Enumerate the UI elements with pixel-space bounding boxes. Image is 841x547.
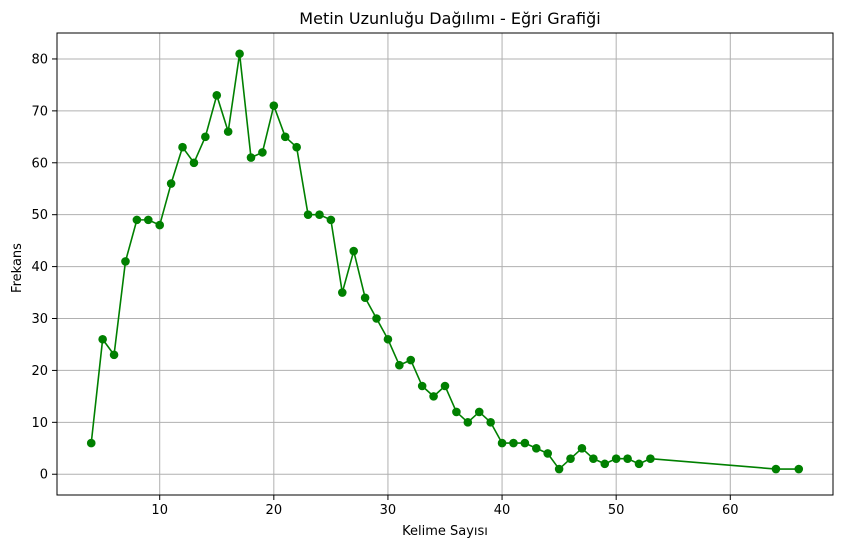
data-point [474, 407, 484, 417]
data-point [360, 293, 370, 303]
data-point [463, 418, 473, 427]
data-point [589, 454, 598, 463]
x-tick-label: 60 [722, 503, 739, 518]
y-tick-label: 10 [31, 416, 48, 431]
data-point [201, 132, 210, 142]
data-point [189, 158, 199, 168]
data-point [509, 438, 518, 448]
data-point [794, 464, 804, 474]
data-point [520, 438, 530, 448]
data-point [486, 418, 495, 427]
y-tick-label: 70 [31, 104, 48, 119]
data-point [372, 314, 381, 323]
data-point [623, 454, 632, 463]
data-point [178, 142, 187, 152]
data-point [417, 381, 427, 391]
y-tick-label: 80 [31, 52, 48, 67]
data-point [634, 459, 644, 469]
data-point [235, 49, 244, 59]
data-point [166, 179, 176, 188]
series-layer [86, 49, 804, 474]
data-point [646, 454, 655, 463]
series-line [90, 52, 799, 470]
data-point [337, 288, 347, 297]
y-tick-label: 30 [31, 312, 48, 327]
data-point [349, 246, 359, 256]
y-tick-label: 20 [31, 364, 48, 379]
x-tick-label: 20 [266, 503, 283, 518]
data-point [531, 443, 541, 453]
y-tick-label: 40 [31, 260, 48, 275]
x-axis-label: Kelime Sayısı [402, 524, 488, 539]
data-point [269, 101, 279, 110]
y-axis-label: Frekans [10, 243, 25, 293]
data-point [600, 459, 610, 469]
x-tick-label: 40 [494, 503, 511, 518]
data-point [132, 215, 142, 225]
x-tick-label: 50 [608, 503, 625, 518]
data-point [554, 464, 564, 474]
data-point [429, 392, 438, 401]
data-point [292, 142, 301, 152]
data-point [121, 257, 130, 266]
data-point [86, 438, 96, 448]
y-tick-label: 0 [40, 468, 48, 483]
grid [57, 33, 833, 495]
data-point [543, 449, 553, 458]
chart-title: Metin Uzunluğu Dağılımı - Eğri Grafiği [299, 9, 600, 28]
data-point [303, 210, 313, 219]
data-point [452, 407, 461, 417]
data-point [577, 443, 587, 453]
data-point [383, 334, 393, 344]
data-point [771, 464, 781, 474]
data-point [109, 350, 119, 360]
x-tick-label: 30 [380, 503, 397, 518]
data-point [258, 148, 267, 157]
data-point [566, 454, 575, 463]
data-point [440, 381, 450, 391]
data-point [497, 438, 507, 448]
data-point [395, 360, 404, 370]
data-point [155, 220, 165, 230]
x-tick-label: 10 [151, 503, 168, 518]
data-point [611, 454, 621, 463]
data-point [406, 355, 416, 365]
plot-frame [56, 32, 834, 496]
data-point [143, 215, 153, 225]
data-point [98, 334, 107, 344]
data-point [280, 132, 290, 142]
data-point [315, 210, 324, 219]
data-point [326, 215, 336, 225]
data-point [223, 127, 233, 136]
data-point [246, 153, 256, 162]
data-point [212, 90, 222, 100]
ticks: 10 20 30 40 50 60 0 10 20 30 40 50 60 70 80 [31, 52, 738, 518]
y-tick-label: 50 [31, 208, 48, 223]
y-tick-label: 60 [31, 156, 48, 171]
